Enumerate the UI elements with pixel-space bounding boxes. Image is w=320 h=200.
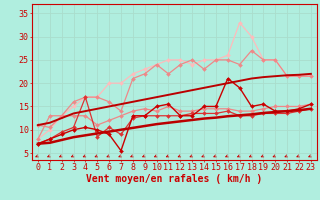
X-axis label: Vent moyen/en rafales ( km/h ): Vent moyen/en rafales ( km/h ) (86, 174, 262, 184)
